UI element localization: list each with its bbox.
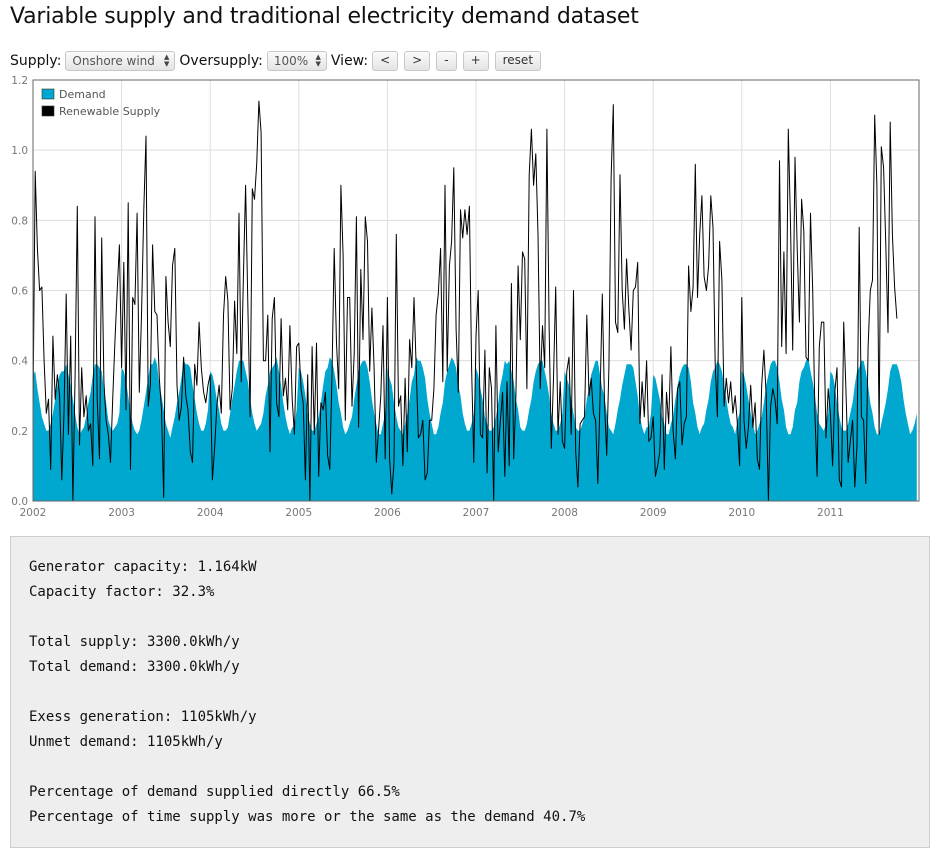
y-tick-label: 0.4: [11, 356, 28, 368]
y-axis-ticks: 0.0 0.2 0.4 0.6 0.8 1.0 1.2: [11, 75, 28, 508]
view-label: View:: [330, 53, 369, 69]
oversupply-label: Oversupply:: [179, 53, 263, 69]
supply-select[interactable]: Onshore wind ▲ ▼: [65, 51, 176, 71]
x-tick-label: 2005: [285, 507, 312, 519]
x-tick-label: 2003: [108, 507, 135, 519]
y-tick-label: 0.0: [11, 496, 28, 508]
plot-area: [32, 100, 917, 502]
pct-time-text: Percentage of time supply was more or th…: [29, 809, 586, 825]
x-tick-label: 2006: [374, 507, 401, 519]
prev-button[interactable]: <: [372, 51, 399, 71]
y-tick-label: 0.8: [11, 215, 28, 227]
legend-swatch-supply: [41, 105, 55, 117]
x-axis-ticks: 2002 2003 2004 2005 2006 2007 2008 2009 2010 2011: [20, 507, 844, 519]
excess-generation-text: Exess generation: 1105kWh/y: [29, 709, 257, 725]
supply-label: Supply:: [10, 53, 62, 69]
renewable-supply-line: [32, 100, 898, 502]
oversupply-select-value: 100%: [273, 54, 309, 68]
page-title: Variable supply and traditional electric…: [10, 4, 639, 29]
legend-swatch-demand: [41, 88, 55, 100]
x-tick-label: 2010: [728, 507, 755, 519]
y-tick-label: 0.6: [11, 286, 28, 298]
zoom-out-button[interactable]: -: [436, 51, 457, 71]
zoom-in-button[interactable]: +: [462, 51, 489, 71]
total-demand-text: Total demand: 3300.0kWh/y: [29, 659, 240, 675]
plot-frame: [32, 79, 920, 502]
chart-legend: Demand Renewable Supply: [41, 88, 161, 118]
x-tick-label: 2009: [640, 507, 667, 519]
supply-demand-chart[interactable]: 0.00.20.40.60.81.01.2 2002 2003 2004 2005 20…: [0, 74, 940, 520]
y-tick-label: 1.0: [11, 145, 28, 157]
supply-select-value: Onshore wind: [72, 54, 155, 68]
x-tick-label: 2004: [197, 507, 224, 519]
chart-area[interactable]: 0.0 0.2 0.4 0.6 0.8 1.0 1.2 2002 2003 2004 2005 20…: [0, 74, 940, 520]
legend-label-demand: Demand: [59, 88, 106, 101]
demand-area: [33, 357, 917, 501]
x-tick-label: 2007: [463, 507, 490, 519]
x-tick-label: 2011: [817, 507, 844, 519]
pct-direct-text: Percentage of demand supplied directly 6…: [29, 784, 400, 800]
unmet-demand-text: Unmet demand: 1105kWh/y: [29, 734, 223, 750]
y-tick-label: 1.2: [11, 75, 28, 87]
generator-capacity-text: Generator capacity: 1.164kW: [29, 559, 257, 575]
total-supply-text: Total supply: 3300.0kWh/y: [29, 634, 240, 650]
y-tick-label: 0.2: [11, 426, 28, 438]
updown-arrows-icon: ▲ ▼: [164, 53, 170, 68]
updown-arrows-icon: ▲ ▼: [315, 53, 321, 68]
oversupply-select[interactable]: 100% ▲ ▼: [266, 51, 327, 71]
x-tick-label: 2008: [551, 507, 578, 519]
controls-bar: Supply: Onshore wind ▲ ▼ Oversupply: 100%…: [10, 50, 547, 72]
reset-button[interactable]: reset: [494, 51, 542, 71]
next-button[interactable]: >: [404, 51, 431, 71]
legend-label-supply: Renewable Supply: [59, 105, 161, 118]
stats-panel: Generator capacity: 1.164kW Capacity fac…: [10, 536, 930, 848]
capacity-factor-text: Capacity factor: 32.3%: [29, 584, 215, 600]
x-tick-label: 2002: [20, 507, 47, 519]
